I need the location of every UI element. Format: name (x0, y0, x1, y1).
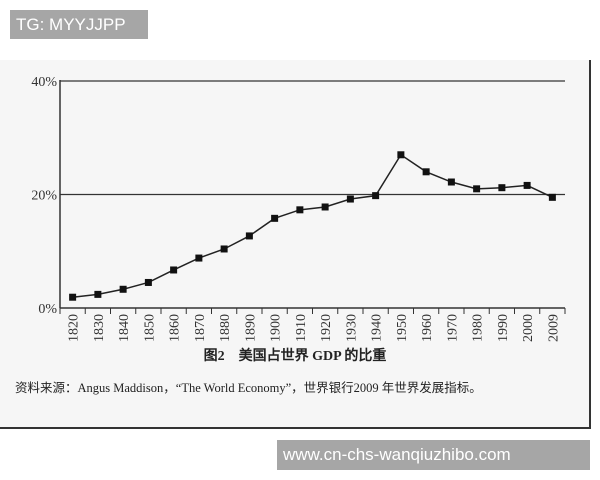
x-tick-label: 1990 (496, 314, 511, 342)
chart-source: 资料来源：Angus Maddison，“The World Economy”，… (15, 381, 482, 395)
x-tick-label: 1900 (269, 314, 284, 342)
x-tick-label: 1980 (471, 314, 486, 342)
data-point (346, 195, 354, 203)
x-tick-label: 1870 (193, 314, 208, 342)
data-point (422, 168, 430, 176)
watermark-bottom: www.cn-chs-wanqiuzhibo.com (277, 440, 590, 470)
chart-title: 图2 美国占世界 GDP 的比重 (203, 349, 387, 364)
data-point (69, 293, 77, 301)
x-tick-label: 1880 (218, 314, 233, 342)
data-point (119, 285, 127, 293)
x-tick-label: 1940 (370, 314, 385, 342)
line-chart: 0% 20% 40% 1820 1830 1840 1850 1860 1870 1880 1890… (31, 75, 566, 342)
data-point (321, 203, 329, 211)
x-tick-label: 2009 (546, 314, 561, 342)
series-line (72, 153, 553, 298)
x-tick-label: 1830 (92, 314, 107, 342)
data-point (220, 245, 228, 253)
data-point (245, 232, 253, 240)
data-point (498, 184, 506, 192)
data-point (170, 266, 178, 274)
data-point (195, 254, 203, 262)
x-tick-label: 1850 (142, 314, 157, 342)
y-tick-label: 20% (31, 189, 57, 204)
data-point (296, 206, 304, 214)
x-tick-label: 1960 (420, 314, 435, 342)
data-point (548, 193, 556, 201)
x-tick-label: 1820 (67, 314, 82, 342)
data-point (523, 181, 531, 189)
data-point (144, 278, 152, 286)
x-tick-label: 2000 (521, 314, 536, 342)
x-tick-label: 1860 (168, 314, 183, 342)
data-point (94, 290, 102, 298)
data-point (447, 178, 455, 186)
data-point (271, 214, 279, 222)
x-tick-label: 1970 (445, 314, 460, 342)
chart-panel (0, 60, 591, 429)
x-tick-label: 1950 (395, 314, 410, 342)
x-tick-label: 1910 (294, 314, 309, 342)
data-point (372, 192, 380, 200)
x-tick-label: 1840 (117, 314, 132, 342)
y-tick-label: 40% (31, 75, 57, 90)
x-tick-label: 1920 (319, 314, 334, 342)
x-tick-label: 1930 (344, 314, 359, 342)
y-tick-label: 0% (38, 302, 57, 317)
data-point (397, 151, 405, 159)
watermark-top: TG: MYYJJPP (10, 10, 148, 39)
data-point (473, 185, 481, 193)
x-tick-label: 1890 (243, 314, 258, 342)
